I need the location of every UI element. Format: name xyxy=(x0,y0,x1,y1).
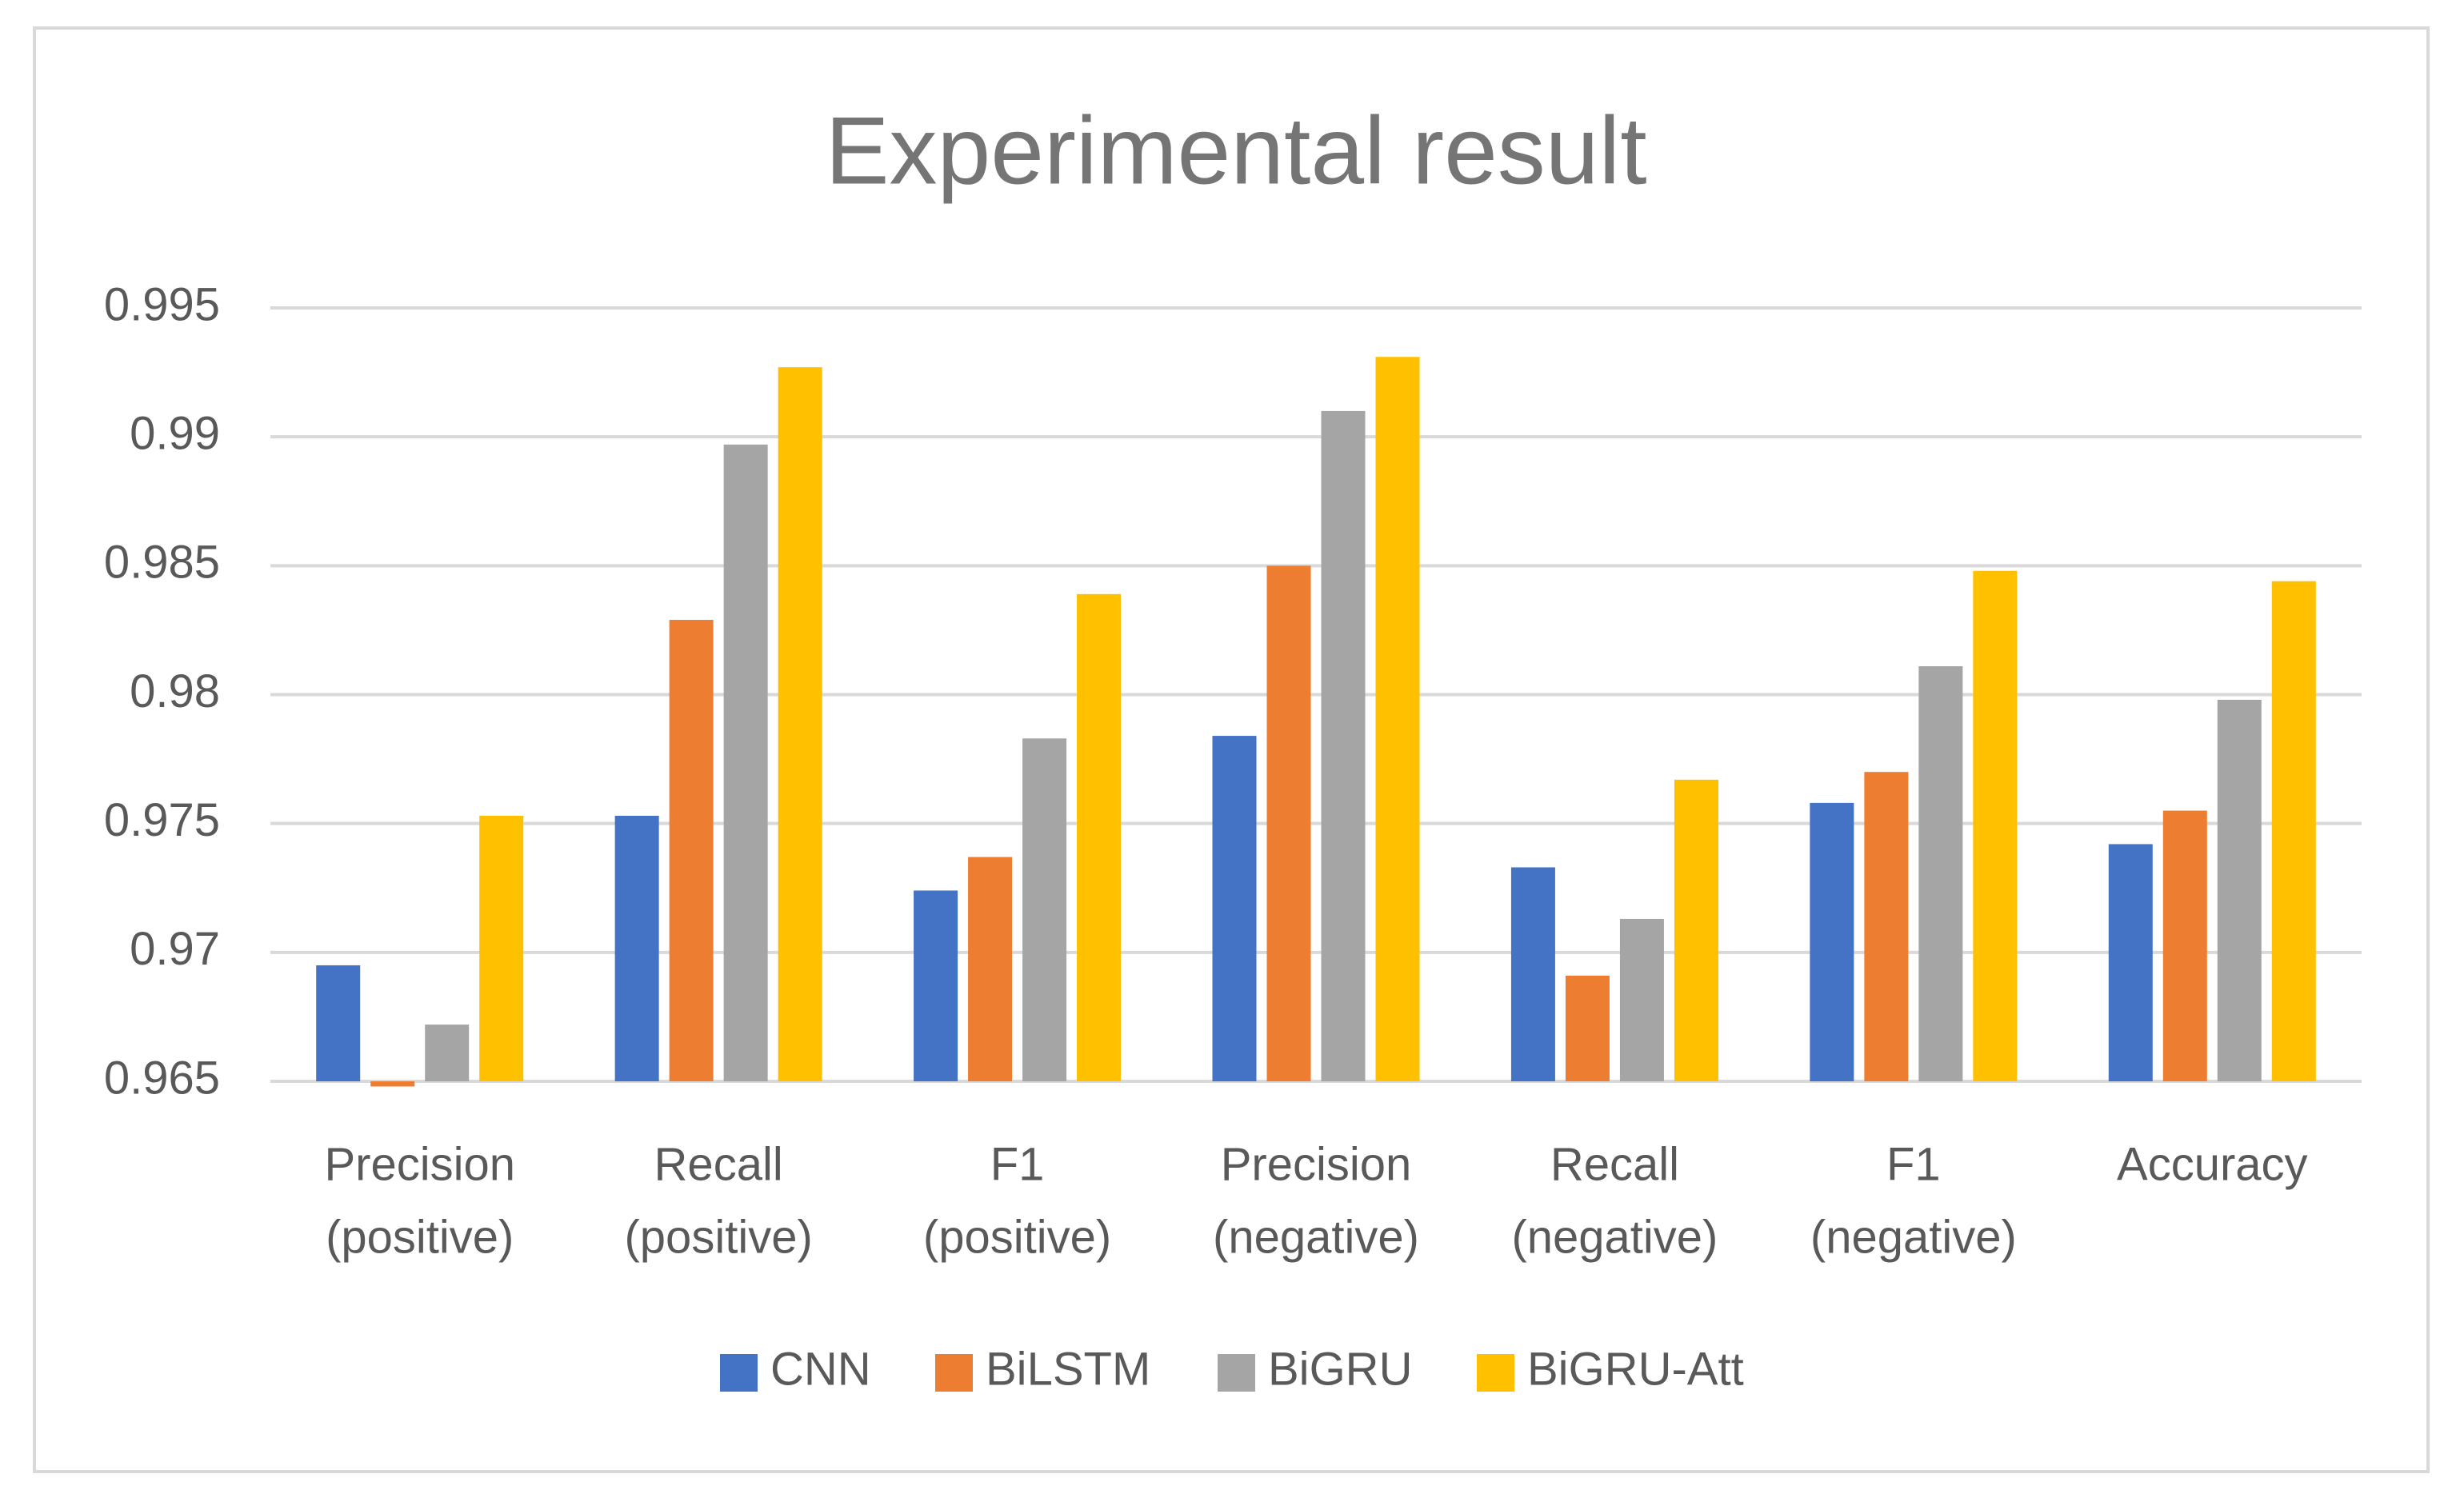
bar xyxy=(778,367,822,1081)
bar xyxy=(914,890,958,1081)
bar xyxy=(1321,410,1366,1081)
x-tick-label: F1 xyxy=(1886,1138,1941,1190)
legend-swatch xyxy=(720,1354,758,1392)
bar xyxy=(1510,867,1555,1081)
bar xyxy=(968,857,1013,1081)
y-tick-label: 0.98 xyxy=(130,665,220,717)
x-tick-label: (positive) xyxy=(923,1211,1111,1263)
x-tick-label: Recall xyxy=(1550,1138,1679,1190)
y-tick-label: 0.995 xyxy=(104,278,220,330)
bar xyxy=(1674,779,1718,1081)
x-tick-label: (negative) xyxy=(1213,1211,1419,1263)
x-tick-label: (negative) xyxy=(1511,1211,1718,1263)
bar xyxy=(2162,810,2207,1081)
bar xyxy=(1077,593,1122,1081)
bar xyxy=(2217,699,2262,1081)
x-tick-label: (positive) xyxy=(624,1211,812,1263)
bar xyxy=(2108,844,2153,1081)
bar xyxy=(1619,918,1664,1081)
bar xyxy=(1565,975,1610,1081)
x-tick-label: (negative) xyxy=(1810,1211,2017,1263)
bar xyxy=(723,444,768,1081)
x-tick-label: Precision xyxy=(324,1138,515,1190)
bar xyxy=(370,1081,415,1087)
bar xyxy=(1864,772,1909,1081)
bar xyxy=(316,965,361,1081)
bar xyxy=(1973,570,2018,1081)
bar xyxy=(1810,802,1854,1081)
x-tick-label: Accuracy xyxy=(2117,1138,2308,1190)
x-tick-label: F1 xyxy=(990,1138,1045,1190)
bar xyxy=(2271,581,2316,1081)
y-tick-label: 0.975 xyxy=(104,794,220,846)
y-tick-label: 0.985 xyxy=(104,537,220,589)
bar xyxy=(1375,357,1420,1081)
bar xyxy=(1022,738,1067,1081)
y-tick-label: 0.99 xyxy=(130,407,220,459)
bar xyxy=(1918,666,1963,1081)
chart-title: Experimental result xyxy=(825,98,1646,205)
legend-label: BiGRU-Att xyxy=(1527,1343,1744,1395)
y-tick-label: 0.97 xyxy=(130,923,220,975)
legend-swatch xyxy=(1218,1354,1255,1392)
x-tick-label: (positive) xyxy=(326,1211,514,1263)
bar xyxy=(1266,565,1311,1081)
x-tick-label: Precision xyxy=(1221,1138,1412,1190)
legend-label: BiLSTM xyxy=(986,1343,1150,1395)
legend-swatch xyxy=(935,1354,973,1392)
bar xyxy=(425,1025,470,1081)
bar xyxy=(614,815,659,1081)
legend-swatch xyxy=(1477,1354,1514,1392)
legend-label: BiGRU xyxy=(1268,1343,1412,1395)
y-tick-label: 0.965 xyxy=(104,1052,220,1104)
x-tick-label: Recall xyxy=(654,1138,783,1190)
bar xyxy=(1212,736,1257,1081)
bar xyxy=(669,620,714,1081)
bar xyxy=(479,815,524,1081)
legend-label: CNN xyxy=(770,1343,871,1395)
